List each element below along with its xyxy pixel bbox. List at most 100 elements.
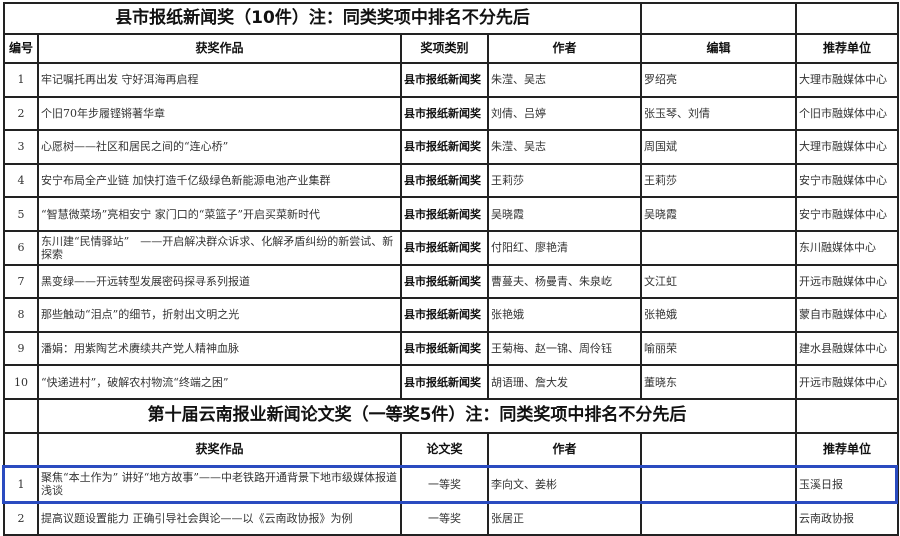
empty-cell <box>795 397 900 434</box>
cell-unit: 开远市融媒体中心 <box>795 364 900 400</box>
table-row: 4 安宁布局全产业链 加快打造千亿级绿色新能源电池产业集群 县市报纸新闻奖 王莉莎 王莉… <box>3 162 900 199</box>
table-row: 8 那些触动“泪点”的细节，折射出文明之光 县市报纸新闻奖 张艳娥 张艳娥 蒙自市融媒体中… <box>3 297 900 333</box>
cell-work: 安宁布局全产业链 加快打造千亿级绿色新能源电池产业集群 <box>37 162 402 199</box>
table-row: 1 聚焦“本土作为” 讲好“地方故事”——中老铁路开通背景下地市级媒体报道浅谈 一等… <box>3 464 900 504</box>
cell-editor: 喻丽荣 <box>640 330 798 367</box>
cell-author: 张艳娥 <box>486 297 643 333</box>
cell-unit: 东川融媒体中心 <box>795 229 900 266</box>
cell-category: 县市报纸新闻奖 <box>400 364 489 400</box>
cell-unit: 个旧市融媒体中心 <box>795 95 900 132</box>
cell-unit: 建水县融媒体中心 <box>795 330 900 367</box>
cell-no: 7 <box>3 263 39 300</box>
cell-author: 张居正 <box>486 501 643 536</box>
table-row: 5 “智慧微菜场”亮相安宁 家门口的“菜篮子”开启买菜新时代 县市报纸新闻奖 吴晓霞吴… <box>3 196 900 232</box>
cell-editor: 周国斌 <box>640 129 798 165</box>
table-row: 2 提高议题设置能力 正确引导社会舆论——以《云南政协报》为例 一等奖 张居正 云南政协… <box>3 501 900 536</box>
section2-title: 第十届云南报业新闻论文奖（一等奖5件）注：同类奖项中排名不分先后 <box>36 397 798 434</box>
cell-work: “智慧微菜场”亮相安宁 家门口的“菜篮子”开启买菜新时代 <box>37 196 402 232</box>
section1-header-row: 编号 获奖作品 奖项类别 作者 编辑 推荐单位 <box>3 33 900 64</box>
cell-author: 朱滢、吴志 <box>486 129 643 165</box>
table-row: 3 心愿树——社区和居民之间的“连心桥” 县市报纸新闻奖 朱滢、吴志 周国斌 大理市融媒体… <box>3 129 900 165</box>
cell-editor <box>640 229 798 266</box>
cell-unit: 大理市融媒体中心 <box>795 62 900 98</box>
cell-work: 东川建“民情驿站” ——开启解决群众诉求、化解矛盾纠纷的新尝试、新探索 <box>37 229 402 266</box>
cell-work: 潘娟：用紫陶艺术赓续共产党人精神血脉 <box>37 330 402 367</box>
header-category: 奖项类别 <box>400 33 489 64</box>
cell-category: 县市报纸新闻奖 <box>400 330 489 367</box>
table-row: 6 东川建“民情驿站” ——开启解决群众诉求、化解矛盾纠纷的新尝试、新探索 县市报纸… <box>3 229 900 266</box>
cell-no: 2 <box>3 501 39 536</box>
cell-author: 胡语珊、詹大发 <box>486 364 643 400</box>
cell-category: 县市报纸新闻奖 <box>400 95 489 132</box>
cell-no: 10 <box>3 364 39 400</box>
cell-category: 县市报纸新闻奖 <box>400 129 489 165</box>
cell-author: 吴晓霞 <box>486 196 643 232</box>
cell-work: “快递进村”，破解农村物流“终端之困” <box>37 364 402 400</box>
header-work: 获奖作品 <box>37 431 402 467</box>
cell-category: 县市报纸新闻奖 <box>400 297 489 333</box>
cell-editor: 文江虹 <box>640 263 798 300</box>
cell-no: 4 <box>3 162 39 199</box>
cell-category: 县市报纸新闻奖 <box>400 196 489 232</box>
cell-no: 2 <box>3 95 39 132</box>
cell-category: 县市报纸新闻奖 <box>400 229 489 266</box>
table-row: 9 潘娟：用紫陶艺术赓续共产党人精神血脉 县市报纸新闻奖 王菊梅、赵一锦、周伶钰 喻丽荣… <box>3 330 900 367</box>
cell-no: 9 <box>3 330 39 367</box>
cell-work: 心愿树——社区和居民之间的“连心桥” <box>37 129 402 165</box>
cell-no: 1 <box>3 62 39 98</box>
cell-no: 6 <box>3 229 39 266</box>
cell-category: 县市报纸新闻奖 <box>400 62 489 98</box>
header-author: 作者 <box>486 431 643 467</box>
cell-unit: 大理市融媒体中心 <box>795 129 900 165</box>
cell-no: 5 <box>3 196 39 232</box>
section2-header-row: 获奖作品 论文奖 作者 推荐单位 <box>3 431 900 467</box>
empty-cell <box>3 431 39 467</box>
cell-author: 曹蔓夫、杨曼青、朱泉屹 <box>486 263 643 300</box>
header-unit: 推荐单位 <box>795 431 900 467</box>
cell-no: 1 <box>3 464 39 504</box>
cell-author: 王莉莎 <box>486 162 643 199</box>
cell-unit: 开远市融媒体中心 <box>795 263 900 300</box>
cell-no: 8 <box>3 297 39 333</box>
cell-editor: 张玉琴、刘倩 <box>640 95 798 132</box>
section1-title: 县市报纸新闻奖（10件）注：同类奖项中排名不分先后 <box>2 2 643 35</box>
cell-author: 朱滢、吴志 <box>486 62 643 98</box>
cell-work: 聚焦“本土作为” 讲好“地方故事”——中老铁路开通背景下地市级媒体报道浅谈 <box>37 464 402 504</box>
cell-work: 那些触动“泪点”的细节，折射出文明之光 <box>37 297 402 333</box>
cell-editor: 王莉莎 <box>640 162 798 199</box>
cell-category: 县市报纸新闻奖 <box>400 263 489 300</box>
cell-category: 一等奖 <box>400 501 489 536</box>
cell-work: 黑变绿——开远转型发展密码探寻系列报道 <box>37 263 402 300</box>
cell-author: 王菊梅、赵一锦、周伶钰 <box>486 330 643 367</box>
cell-no: 3 <box>3 129 39 165</box>
section2-title-row: 第十届云南报业新闻论文奖（一等奖5件）注：同类奖项中排名不分先后 <box>3 397 900 434</box>
header-work: 获奖作品 <box>37 33 402 64</box>
cell-editor: 罗绍亮 <box>640 62 798 98</box>
cell-editor <box>640 501 798 536</box>
cell-unit: 安宁市融媒体中心 <box>795 196 900 232</box>
header-no: 编号 <box>3 33 39 64</box>
header-unit: 推荐单位 <box>795 33 900 64</box>
cell-work: 个旧70年步履铿锵著华章 <box>37 95 402 132</box>
cell-editor: 张艳娥 <box>640 297 798 333</box>
cell-category: 县市报纸新闻奖 <box>400 162 489 199</box>
table-row: 1 牢记嘱托再出发 守好洱海再启程 县市报纸新闻奖 朱滢、吴志 罗绍亮 大理市融媒体中心 <box>3 62 900 98</box>
empty-cell <box>640 431 798 467</box>
header-editor: 编辑 <box>640 33 798 64</box>
header-author: 作者 <box>486 33 643 64</box>
cell-work: 牢记嘱托再出发 守好洱海再启程 <box>37 62 402 98</box>
cell-work: 提高议题设置能力 正确引导社会舆论——以《云南政协报》为例 <box>37 501 402 536</box>
cell-category: 一等奖 <box>400 464 489 504</box>
header-category: 论文奖 <box>400 431 489 467</box>
cell-unit: 安宁市融媒体中心 <box>795 162 900 199</box>
section1-title-row: 县市报纸新闻奖（10件）注：同类奖项中排名不分先后 <box>2 2 900 35</box>
cell-author: 李向文、姜彬 <box>486 464 643 504</box>
cell-author: 付阳红、廖艳清 <box>486 229 643 266</box>
cell-editor: 董晓东 <box>640 364 798 400</box>
table-row: 10 “快递进村”，破解农村物流“终端之困” 县市报纸新闻奖 胡语珊、詹大发 董晓东 开远… <box>3 364 900 400</box>
table-row: 7 黑变绿——开远转型发展密码探寻系列报道 县市报纸新闻奖 曹蔓夫、杨曼青、朱泉屹 文江… <box>3 263 900 300</box>
cell-unit: 云南政协报 <box>795 501 900 536</box>
cell-editor <box>640 464 798 504</box>
empty-cell <box>795 2 900 35</box>
